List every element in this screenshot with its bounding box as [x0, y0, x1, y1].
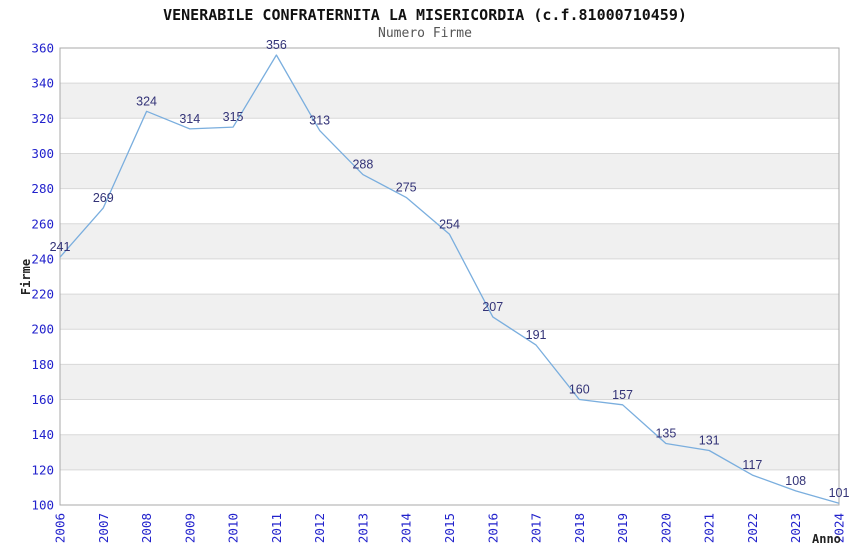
x-tick-label: 2008 — [139, 513, 154, 543]
y-tick-label: 160 — [31, 392, 54, 407]
y-tick-label: 300 — [31, 146, 54, 161]
data-point-label: 207 — [482, 300, 503, 314]
x-tick-label: 2013 — [355, 513, 370, 543]
x-tick-label: 2018 — [572, 513, 587, 543]
x-tick-label: 2007 — [96, 513, 111, 543]
x-tick-label: 2011 — [269, 513, 284, 543]
x-tick-label: 2022 — [745, 513, 760, 543]
data-point-label: 135 — [655, 427, 676, 441]
plot-band — [60, 434, 839, 470]
plot-band — [60, 223, 839, 259]
x-tick-label: 2023 — [788, 513, 803, 543]
data-point-label: 356 — [266, 38, 287, 52]
y-tick-label: 360 — [31, 41, 54, 56]
data-point-label: 315 — [223, 110, 244, 124]
plot-band — [60, 364, 839, 400]
y-tick-label: 100 — [31, 498, 54, 513]
plot-band — [60, 294, 839, 330]
data-point-label: 131 — [699, 434, 720, 448]
data-point-label: 314 — [179, 112, 200, 126]
data-point-label: 288 — [352, 158, 373, 172]
data-point-label: 157 — [612, 388, 633, 402]
y-tick-label: 260 — [31, 216, 54, 231]
chart-title: VENERABILE CONFRATERNITA LA MISERICORDIA… — [163, 6, 687, 24]
data-line — [59, 54, 840, 504]
data-point-label: 275 — [396, 180, 417, 194]
data-point-label: 313 — [309, 114, 330, 128]
y-tick-label: 320 — [31, 111, 54, 126]
x-tick-label: 2009 — [182, 513, 197, 543]
data-point-label: 160 — [569, 383, 590, 397]
y-axis-title: Firme — [19, 258, 33, 296]
x-tick-label: 2010 — [226, 513, 241, 543]
data-point-label: 254 — [439, 217, 460, 231]
x-tick-label: 2021 — [702, 513, 717, 543]
x-tick-label: 2024 — [832, 513, 847, 543]
data-point-label: 269 — [93, 191, 114, 205]
data-point-label: 101 — [829, 486, 850, 500]
data-point-label: 117 — [742, 458, 762, 472]
plot-band — [60, 83, 839, 119]
x-tick-label: 2016 — [485, 513, 500, 543]
x-tick-label: 2019 — [615, 513, 630, 543]
x-tick-label: 2017 — [529, 513, 544, 543]
y-tick-label: 200 — [31, 322, 54, 337]
data-point-label: 108 — [785, 474, 806, 488]
y-tick-label: 120 — [31, 462, 54, 477]
x-tick-label: 2012 — [312, 513, 327, 543]
y-tick-label: 180 — [31, 357, 54, 372]
data-point-label: 324 — [136, 94, 157, 108]
x-tick-label: 2015 — [442, 513, 457, 543]
y-tick-label: 280 — [31, 181, 54, 196]
y-tick-label: 220 — [31, 287, 54, 302]
x-tick-label: 2014 — [399, 513, 414, 543]
chart-subtitle: Numero Firme — [378, 26, 472, 41]
plot-band — [60, 153, 839, 189]
x-tick-label: 2006 — [53, 513, 68, 543]
data-point-label: 241 — [50, 240, 71, 254]
data-point-label: 191 — [526, 328, 547, 342]
y-tick-label: 340 — [31, 76, 54, 91]
plot-border — [59, 47, 840, 506]
y-tick-label: 240 — [31, 251, 54, 266]
x-axis-title: Anno — [812, 532, 841, 546]
y-tick-label: 140 — [31, 427, 54, 442]
x-tick-label: 2020 — [658, 513, 673, 543]
